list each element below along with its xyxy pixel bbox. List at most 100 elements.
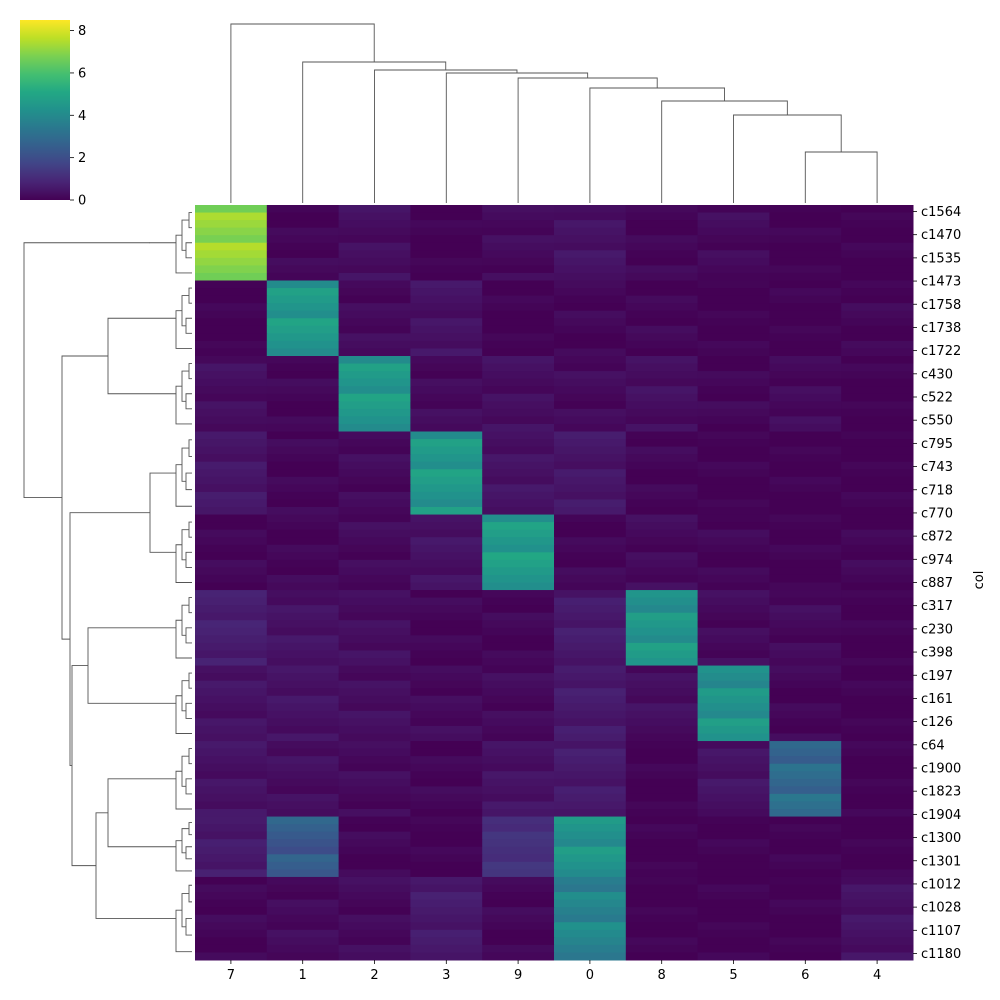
heatmap-cell [266, 416, 340, 425]
heatmap-cell [554, 884, 627, 893]
heatmap-cell [482, 491, 555, 500]
heatmap-cell [769, 650, 842, 659]
heatmap-cell [769, 363, 842, 372]
heatmap-cell [338, 733, 411, 742]
heatmap-cell [410, 552, 483, 561]
heatmap-cell [195, 288, 268, 297]
heatmap-cell [338, 265, 411, 274]
heatmap-cell [769, 439, 842, 448]
heatmap-cell [338, 854, 411, 863]
heatmap-cell [841, 929, 914, 938]
heatmap-cell [625, 476, 699, 485]
heatmap-cell [769, 529, 842, 538]
heatmap-cell [482, 325, 555, 334]
heatmap-cell [625, 710, 699, 719]
heatmap-cell [266, 665, 340, 674]
heatmap-cell [338, 469, 411, 478]
heatmap-cell [338, 514, 411, 523]
heatmap-cell [697, 454, 770, 463]
heatmap-cell [769, 748, 842, 757]
heatmap-cell [841, 703, 914, 712]
heatmap-cell [769, 499, 842, 508]
heatmap-cell [338, 272, 411, 281]
heatmap-cell [769, 899, 842, 908]
heatmap-cell [195, 725, 268, 734]
heatmap-cell [482, 839, 555, 848]
heatmap-cell [410, 846, 483, 855]
heatmap-cell [410, 280, 483, 289]
heatmap-cell [697, 733, 770, 742]
heatmap-cell [482, 461, 555, 470]
heatmap-cell [338, 793, 411, 802]
heatmap-cell [841, 854, 914, 863]
heatmap-cell [554, 741, 627, 750]
heatmap-cell [625, 627, 699, 636]
heatmap-cell [338, 423, 411, 432]
heatmap-cell [338, 801, 411, 810]
heatmap-cell [338, 537, 411, 546]
heatmap-cell [482, 431, 555, 440]
heatmap-cell [482, 748, 555, 757]
heatmap-cell [338, 658, 411, 667]
heatmap-cell [697, 340, 770, 349]
y-tick-label: c1535 [921, 251, 961, 266]
heatmap-cell [554, 348, 627, 357]
heatmap-cell [266, 763, 340, 772]
heatmap-cell [410, 688, 483, 697]
heatmap-cell [841, 861, 914, 870]
heatmap-cell [769, 257, 842, 266]
heatmap-cell [410, 899, 483, 908]
heatmap-cell [338, 861, 411, 870]
heatmap-cell [195, 537, 268, 546]
heatmap-cell [697, 688, 770, 697]
heatmap-cell [266, 257, 340, 266]
heatmap-cell [338, 325, 411, 334]
heatmap-cell [697, 265, 770, 274]
heatmap-cell [769, 235, 842, 244]
heatmap-cell [195, 718, 268, 727]
heatmap-cell [769, 325, 842, 334]
heatmap-cell [554, 658, 627, 667]
heatmap-cell [195, 884, 268, 893]
heatmap-cell [410, 673, 483, 682]
x-tick-label: 1 [299, 968, 307, 983]
heatmap-cell [482, 786, 555, 795]
heatmap-cell [554, 499, 627, 508]
heatmap-cell [769, 710, 842, 719]
y-tick-label: c872 [921, 530, 953, 545]
heatmap-cell [410, 348, 483, 357]
heatmap-cell [410, 212, 483, 221]
heatmap-cell [769, 801, 842, 810]
y-tick-label: c64 [921, 738, 945, 753]
heatmap-cell [410, 574, 483, 583]
heatmap-cell [625, 416, 699, 425]
heatmap-cell [625, 393, 699, 402]
heatmap-cell [841, 257, 914, 266]
x-tick-label: 3 [442, 968, 450, 983]
heatmap-cell [410, 695, 483, 704]
heatmap-cell [769, 733, 842, 742]
heatmap-cell [625, 816, 699, 825]
heatmap-cell [410, 650, 483, 659]
dendrogram-link [175, 770, 192, 810]
heatmap-cell [841, 914, 914, 923]
heatmap-cell [482, 408, 555, 417]
heatmap-cell [338, 446, 411, 455]
heatmap-cell [625, 665, 699, 674]
heatmap-cell [769, 431, 842, 440]
heatmap-cell [769, 937, 842, 946]
heatmap-cell [769, 680, 842, 689]
heatmap-cell [482, 680, 555, 689]
heatmap-cell [841, 582, 914, 591]
heatmap-cell [625, 552, 699, 561]
heatmap-cell [625, 537, 699, 546]
heatmap-cell [554, 205, 627, 214]
heatmap-cell [841, 250, 914, 259]
heatmap-cell [769, 567, 842, 576]
heatmap-cell [841, 605, 914, 614]
heatmap-cell [266, 793, 340, 802]
heatmap-cell [554, 944, 627, 953]
heatmap-cell [841, 393, 914, 402]
heatmap-cell [625, 854, 699, 863]
y-tick-label: c1904 [921, 808, 961, 823]
